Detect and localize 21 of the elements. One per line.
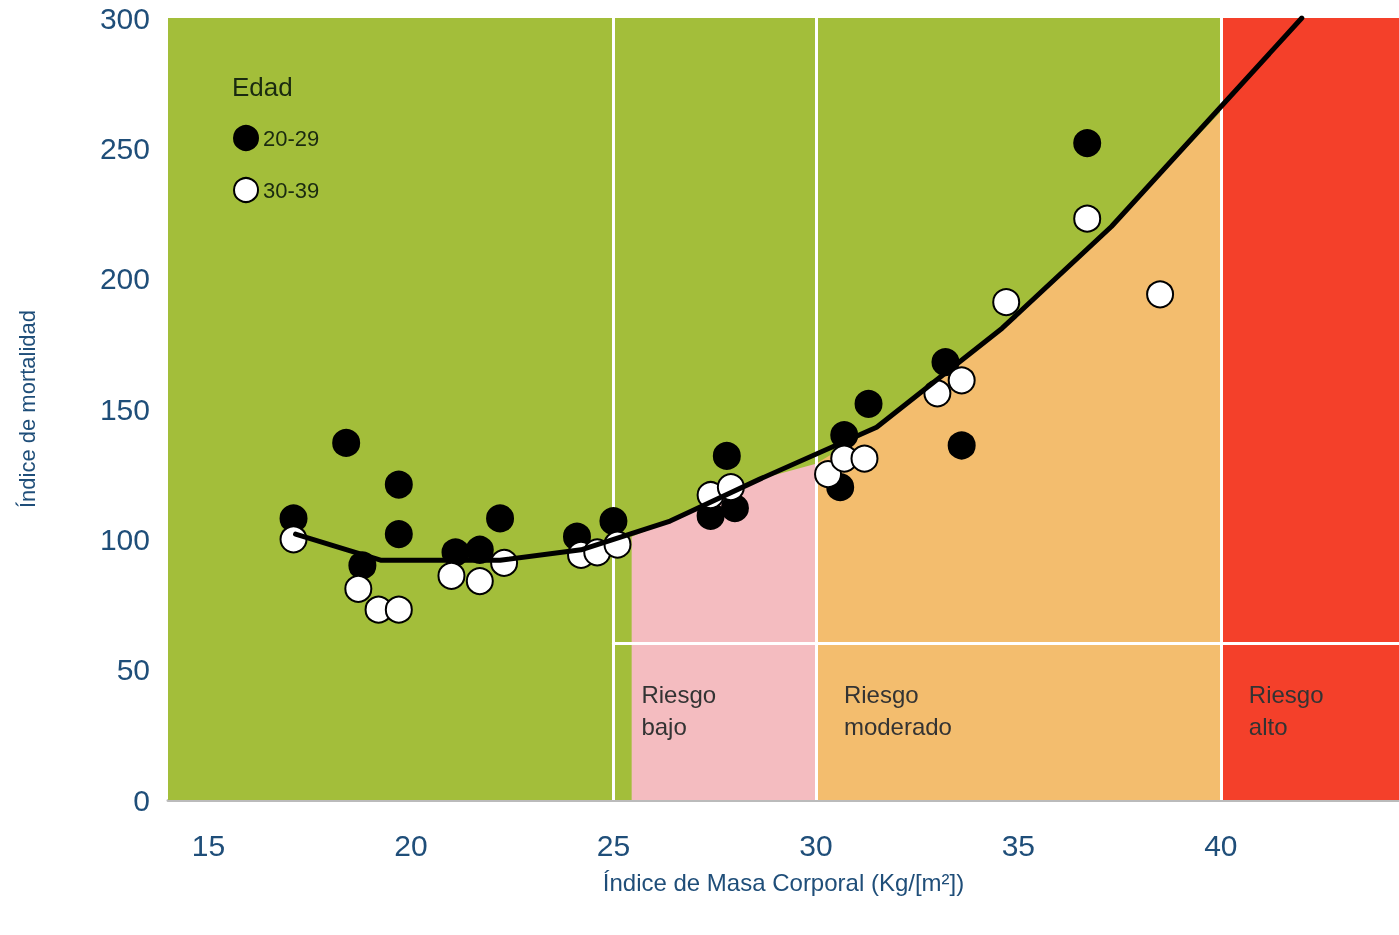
y-tick-label: 0 xyxy=(133,783,150,817)
x-tick-label: 15 xyxy=(191,828,226,862)
x-tick-label: 20 xyxy=(394,828,428,862)
x-tick-label: 30 xyxy=(799,828,833,862)
y-tick-label: 50 xyxy=(116,653,150,687)
legend-label: 20-29 xyxy=(263,125,320,151)
legend-label: 30-39 xyxy=(263,177,320,203)
y-tick-label: 250 xyxy=(99,131,150,165)
y-tick-label: 150 xyxy=(99,392,150,426)
annotation: Riesgo alto xyxy=(1248,680,1331,740)
y-tick-label: 300 xyxy=(99,1,150,35)
annotation: Riesgo bajo xyxy=(641,680,723,740)
x-tick-label: 35 xyxy=(1001,828,1036,862)
y-tick-label: 200 xyxy=(99,262,150,296)
x-tick-label: 40 xyxy=(1204,828,1238,862)
y-tick-label: 100 xyxy=(99,522,150,556)
x-axis-title: Índice de Masa Corporal (Kg/[m²]) xyxy=(602,868,965,896)
legend-title: Edad xyxy=(232,72,293,102)
x-tick-label: 25 xyxy=(596,828,631,862)
y-axis-title: Índice de mortalidad xyxy=(14,309,40,509)
annotation: Riesgo moderado xyxy=(843,680,952,740)
